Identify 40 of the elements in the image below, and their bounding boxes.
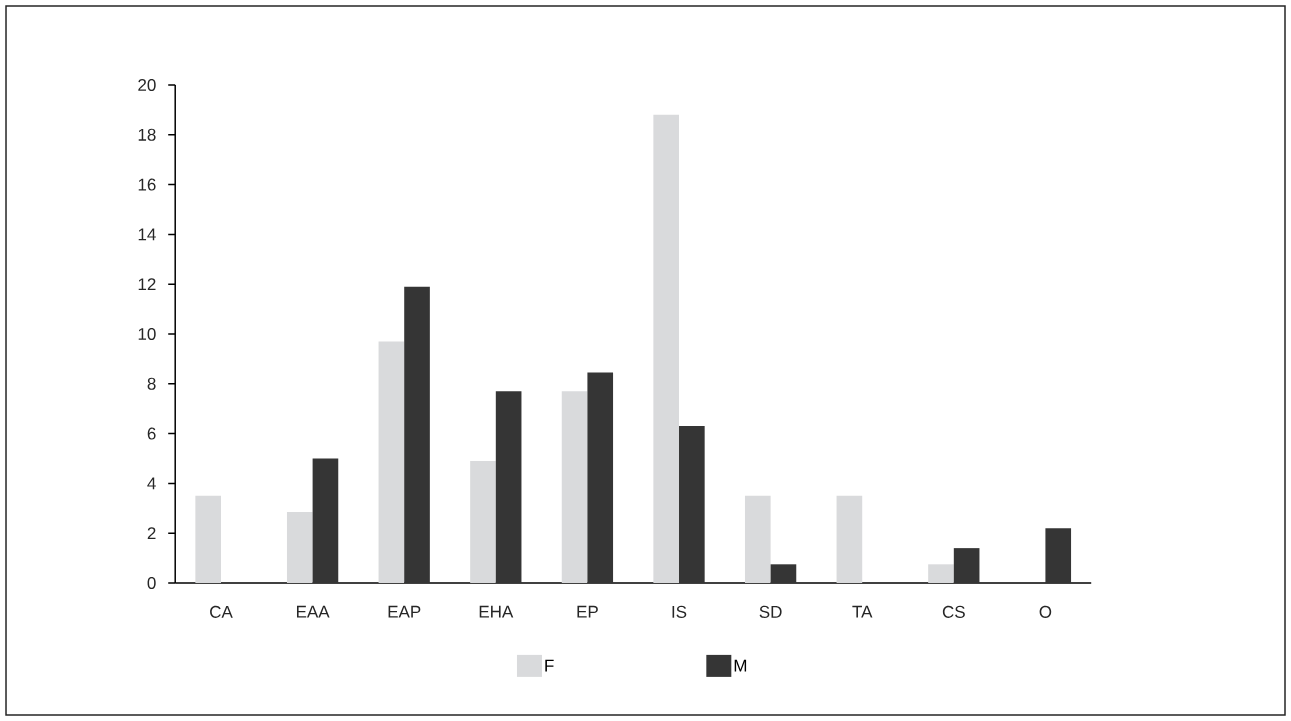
bar [286,512,313,583]
y-tick-label: 18 [138,128,156,141]
y-tick-label: 6 [147,427,156,440]
bar [470,460,496,583]
y-tick-label: 10 [138,327,156,341]
bar [587,372,614,583]
bar [1045,528,1072,583]
x-tick-label: O [1039,605,1052,618]
x-tick-label: EHA [479,605,514,618]
bar [953,548,980,583]
x-tick-label: EAP [388,605,421,618]
bar [561,391,588,583]
x-tick-label: SD [759,605,782,618]
y-tick-label: 20 [138,78,156,92]
x-tick-label: EP [577,605,598,618]
x-tick-label: IS [672,605,687,618]
x-tick-label: EAA [296,605,330,618]
bar [679,426,705,583]
y-tick-label: 8 [147,377,156,390]
bar [836,495,863,583]
bar [744,495,771,583]
legend-label: F [545,659,554,672]
bar [378,341,405,583]
x-tick-label: CS [942,605,965,618]
bar [312,458,339,583]
bar [653,114,680,583]
bar [928,564,954,583]
x-tick-label: CA [210,605,233,618]
bar [404,286,430,583]
bar [195,495,222,583]
bar [495,391,522,583]
y-tick-label: 16 [138,178,156,191]
bar [770,564,797,583]
legend-label: M [734,659,747,672]
y-tick-label: 0 [147,576,156,590]
y-tick-label: 4 [147,477,156,490]
x-tick-label: TA [852,605,873,618]
y-tick-label: 2 [147,527,156,540]
y-tick-label: 14 [138,228,156,241]
y-tick-label: 12 [138,278,156,291]
